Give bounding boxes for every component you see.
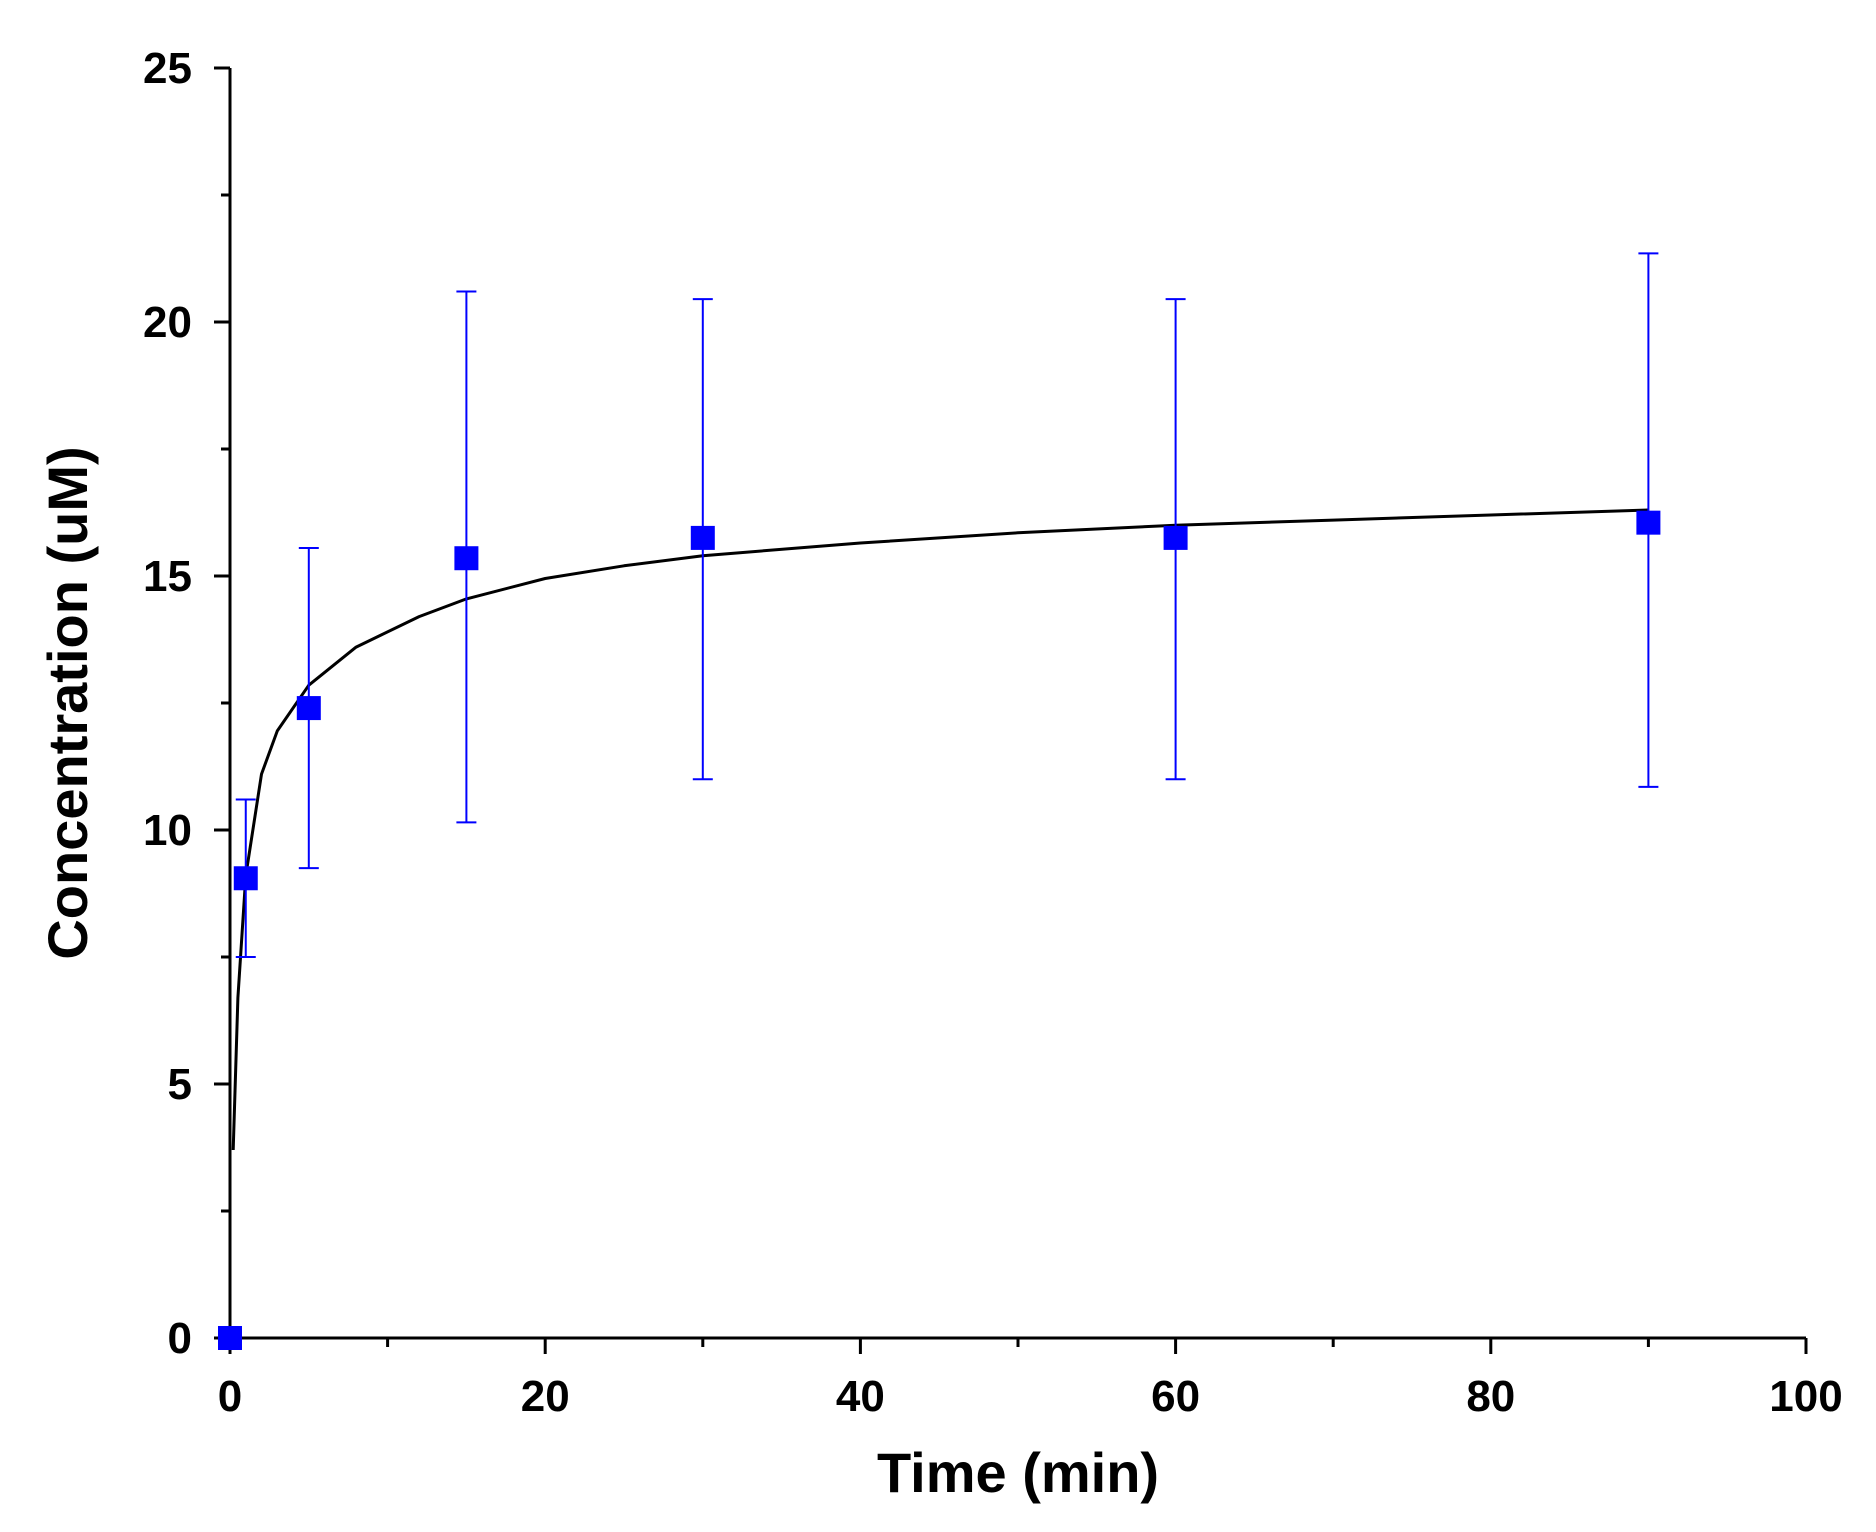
data-point — [296, 696, 321, 721]
data-point — [1163, 525, 1188, 550]
y-tick-label: 10 — [143, 806, 192, 855]
data-point — [454, 546, 479, 571]
y-axis-title: Concentration (uM) — [36, 446, 99, 959]
x-tick-label: 80 — [1466, 1372, 1515, 1421]
x-tick-label: 20 — [521, 1372, 570, 1421]
data-point — [218, 1326, 242, 1350]
x-tick-label: 60 — [1151, 1372, 1200, 1421]
data-point — [1636, 510, 1661, 535]
x-axis-title: Time (min) — [877, 1441, 1159, 1504]
y-tick-label: 20 — [143, 298, 192, 347]
y-tick-label: 0 — [168, 1314, 192, 1363]
ticks: 0 20 40 60 80 100 0 5 10 15 20 25 — [143, 44, 1843, 1421]
x-tick-label: 100 — [1769, 1372, 1842, 1421]
x-tick-label: 40 — [836, 1372, 885, 1421]
y-tick-label: 15 — [143, 552, 192, 601]
data-point — [233, 866, 258, 891]
x-tick-label: 0 — [218, 1372, 242, 1421]
y-tick-label: 5 — [168, 1060, 192, 1109]
y-tick-label: 25 — [143, 44, 192, 93]
data-markers — [218, 510, 1661, 1350]
data-point — [690, 525, 715, 550]
fit-curve-group — [231, 508, 1649, 1151]
fit-curve — [231, 508, 1649, 1151]
